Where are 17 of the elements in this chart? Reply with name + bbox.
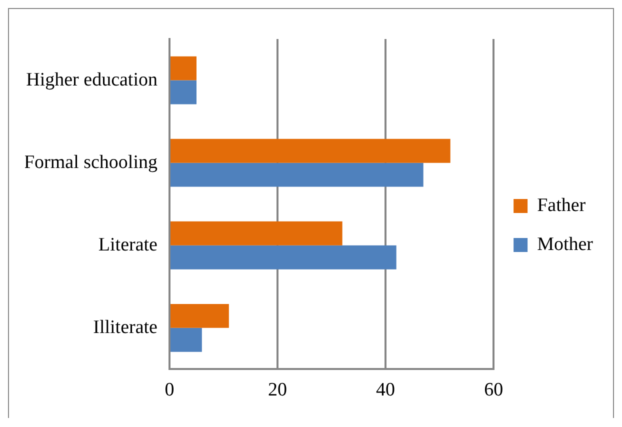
y-tick-label: Illiterate	[93, 316, 158, 338]
x-tick-label: 40	[376, 380, 396, 401]
bar	[170, 221, 342, 246]
y-tick-label: Literate	[98, 234, 158, 256]
x-tick-label: 20	[268, 380, 288, 401]
x-tick-label: 60	[484, 380, 504, 401]
bar	[170, 162, 424, 187]
bar	[170, 245, 396, 270]
legend-label: Mother	[537, 234, 594, 255]
legend-label: Father	[537, 194, 586, 216]
bar	[170, 328, 202, 352]
bar	[170, 138, 450, 163]
y-tick-label: Higher education	[26, 69, 158, 90]
bar	[170, 80, 197, 104]
bar	[170, 304, 229, 328]
x-tick-label: 0	[164, 380, 174, 401]
bar	[170, 56, 197, 80]
